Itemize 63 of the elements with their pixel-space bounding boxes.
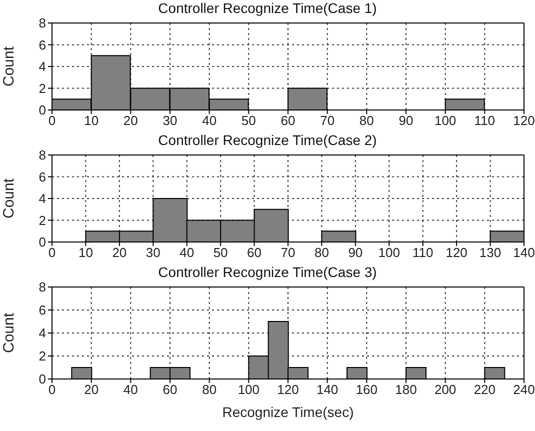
- x-axis-title: Recognize Time(sec): [222, 404, 354, 420]
- x-tick-label: 60: [162, 382, 178, 398]
- chart-title: Controller Recognize Time(Case 1): [157, 0, 378, 17]
- x-tick-label: 10: [78, 245, 93, 260]
- x-tick-label: 20: [112, 245, 127, 260]
- y-tick-label: 0: [38, 102, 46, 118]
- y-axis-title: Count: [0, 178, 18, 219]
- y-tick-label: 4: [38, 59, 46, 74]
- x-tick-label: 70: [320, 113, 335, 128]
- y-tick-label: 8: [38, 148, 46, 163]
- x-tick-label: 140: [316, 382, 338, 398]
- x-tick-label: 60: [247, 245, 262, 260]
- x-tick-label: 30: [146, 245, 160, 260]
- y-tick-label: 4: [38, 191, 46, 206]
- x-tick-label: 60: [280, 113, 296, 128]
- y-axis-title: Count: [0, 312, 18, 354]
- y-tick-label: 8: [38, 16, 46, 31]
- x-tick-label: 200: [434, 382, 456, 398]
- x-tick-label: 10: [84, 113, 99, 128]
- x-tick-label: 220: [474, 382, 496, 398]
- x-tick-label: 100: [434, 113, 456, 128]
- y-tick-label: 0: [38, 234, 46, 250]
- y-tick-label: 4: [38, 326, 46, 341]
- x-tick-label: 80: [202, 382, 217, 398]
- x-tick-label: 240: [513, 382, 535, 398]
- x-tick-label: 20: [84, 382, 99, 398]
- x-tick-label: 140: [513, 245, 535, 260]
- y-axis-title: Count: [0, 46, 18, 87]
- x-tick-label: 120: [277, 382, 299, 398]
- x-tick-label: 110: [412, 245, 434, 260]
- x-tick-label: 100: [378, 245, 400, 260]
- x-tick-label: 90: [348, 245, 363, 260]
- x-tick-label: 40: [202, 113, 217, 128]
- y-tick-label: 6: [38, 37, 46, 52]
- y-tick-label: 6: [38, 169, 46, 184]
- x-tick-label: 50: [241, 113, 256, 128]
- x-tick-label: 120: [513, 113, 535, 128]
- x-tick-label: 70: [280, 245, 296, 260]
- y-tick-label: 2: [38, 80, 46, 96]
- x-tick-label: 0: [48, 113, 56, 128]
- x-tick-label: 40: [180, 245, 194, 260]
- x-tick-label: 90: [398, 113, 414, 128]
- y-tick-label: 6: [38, 302, 46, 318]
- x-tick-label: 180: [395, 382, 417, 398]
- x-tick-label: 0: [48, 382, 56, 398]
- x-tick-label: 130: [479, 245, 502, 260]
- x-tick-label: 120: [446, 245, 468, 260]
- x-tick-label: 110: [474, 113, 496, 128]
- x-tick-label: 40: [123, 382, 138, 398]
- y-tick-label: 8: [38, 280, 46, 295]
- x-tick-label: 30: [162, 113, 178, 128]
- y-tick-label: 2: [38, 212, 46, 228]
- chart-title: Controller Recognize Time(Case 3): [157, 264, 378, 281]
- x-tick-label: 0: [48, 245, 56, 260]
- y-tick-label: 2: [38, 348, 46, 364]
- y-tick-label: 0: [38, 372, 46, 387]
- chart-title: Controller Recognize Time(Case 2): [157, 132, 378, 149]
- x-tick-label: 50: [213, 245, 228, 260]
- x-tick-label: 100: [238, 382, 260, 398]
- x-tick-label: 160: [356, 382, 378, 398]
- x-tick-label: 80: [314, 245, 329, 260]
- x-tick-label: 80: [359, 113, 374, 128]
- x-tick-label: 20: [123, 113, 138, 128]
